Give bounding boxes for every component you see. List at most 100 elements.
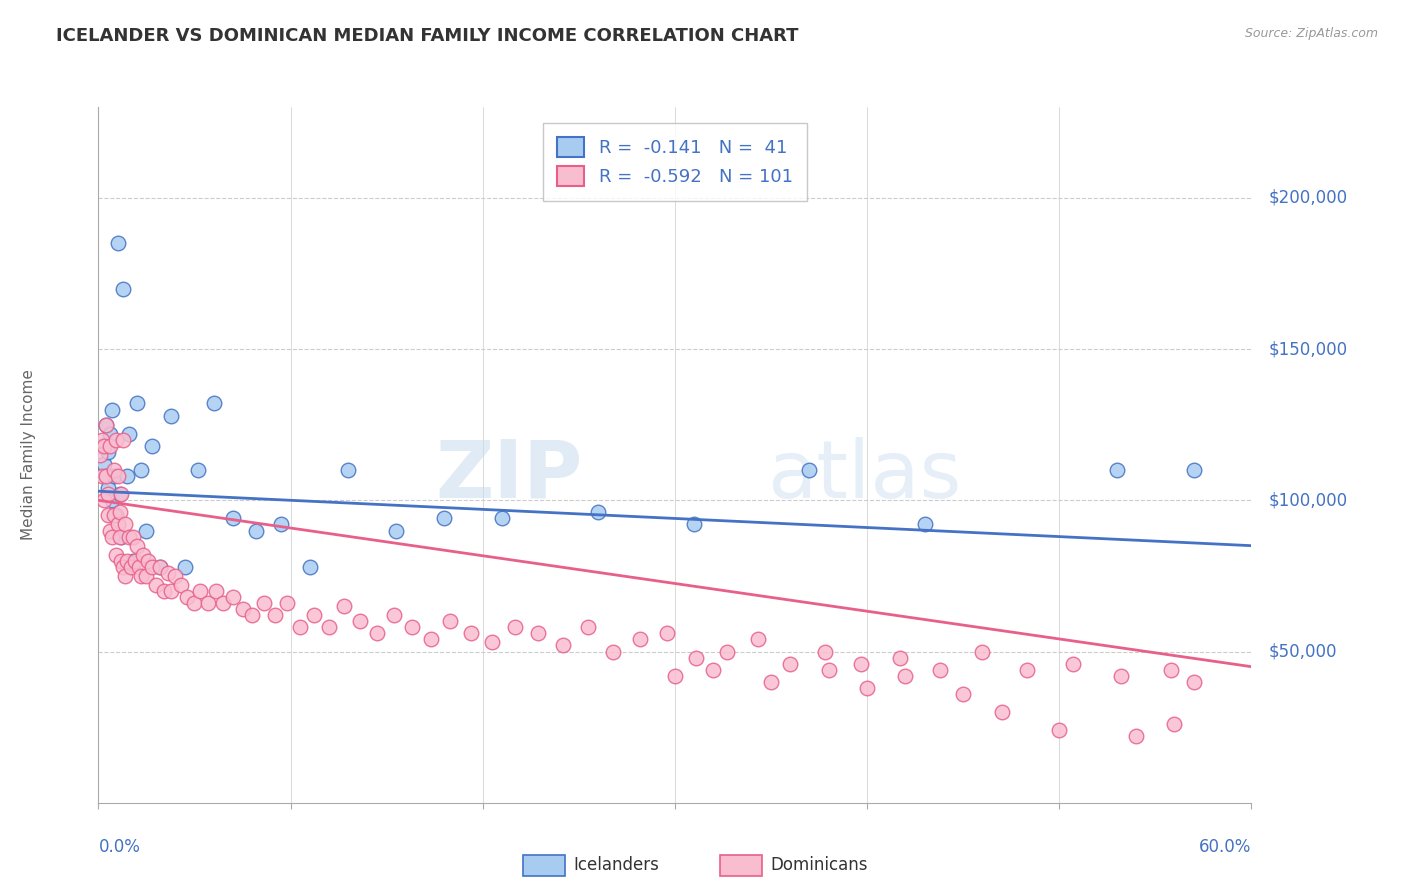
Point bbox=[117, 469, 138, 483]
Point bbox=[628, 632, 651, 647]
Point bbox=[276, 596, 298, 610]
Point bbox=[101, 493, 124, 508]
Point bbox=[104, 433, 127, 447]
Point bbox=[110, 554, 132, 568]
Point bbox=[240, 608, 263, 623]
Point bbox=[657, 626, 679, 640]
Point bbox=[527, 626, 550, 640]
Point bbox=[222, 511, 245, 525]
Point bbox=[160, 584, 183, 599]
Text: 0.0%: 0.0% bbox=[98, 838, 141, 856]
Point bbox=[97, 445, 120, 459]
Point bbox=[231, 602, 254, 616]
Point bbox=[97, 508, 120, 523]
Point bbox=[129, 463, 152, 477]
Point bbox=[664, 669, 686, 683]
Point bbox=[93, 493, 115, 508]
Point bbox=[98, 524, 121, 538]
Point bbox=[683, 517, 706, 532]
Point bbox=[1105, 463, 1128, 477]
Point bbox=[141, 439, 163, 453]
Point bbox=[222, 590, 245, 604]
Point bbox=[110, 487, 132, 501]
Point bbox=[1109, 669, 1132, 683]
Point bbox=[103, 469, 125, 483]
Point bbox=[204, 584, 226, 599]
Point bbox=[149, 559, 172, 574]
Point bbox=[889, 650, 911, 665]
Point bbox=[439, 615, 461, 629]
Point bbox=[929, 663, 952, 677]
Point bbox=[187, 463, 209, 477]
Point bbox=[894, 669, 917, 683]
Point bbox=[108, 487, 131, 501]
Point bbox=[174, 559, 197, 574]
Point bbox=[576, 620, 599, 634]
Point bbox=[93, 439, 115, 453]
Point bbox=[135, 569, 157, 583]
Point bbox=[128, 559, 150, 574]
Point bbox=[101, 530, 124, 544]
Point bbox=[419, 632, 441, 647]
Point bbox=[131, 548, 153, 562]
Point bbox=[460, 626, 482, 640]
Point bbox=[97, 487, 120, 501]
Point bbox=[120, 559, 142, 574]
Point bbox=[972, 644, 994, 658]
Point bbox=[107, 517, 129, 532]
Text: $50,000: $50,000 bbox=[1268, 642, 1337, 661]
Point bbox=[366, 626, 388, 640]
Point bbox=[91, 469, 114, 483]
Text: ICELANDER VS DOMINICAN MEDIAN FAMILY INCOME CORRELATION CHART: ICELANDER VS DOMINICAN MEDIAN FAMILY INC… bbox=[56, 27, 799, 45]
Point bbox=[188, 584, 211, 599]
Point bbox=[94, 469, 117, 483]
Point bbox=[149, 559, 172, 574]
Point bbox=[141, 559, 163, 574]
Point bbox=[318, 620, 340, 634]
Point bbox=[1125, 729, 1147, 743]
Point bbox=[89, 448, 111, 462]
Point bbox=[125, 396, 148, 410]
Text: Dominicans: Dominicans bbox=[770, 856, 868, 874]
Point bbox=[118, 426, 141, 441]
Text: atlas: atlas bbox=[768, 437, 962, 515]
Point bbox=[270, 517, 292, 532]
Point bbox=[685, 650, 707, 665]
Point bbox=[104, 548, 127, 562]
Point bbox=[290, 620, 312, 634]
Point bbox=[553, 639, 575, 653]
Point bbox=[93, 457, 115, 471]
Point bbox=[103, 508, 125, 523]
Point bbox=[91, 433, 114, 447]
Point bbox=[197, 596, 219, 610]
Text: ZIP: ZIP bbox=[436, 437, 582, 515]
Point bbox=[122, 530, 145, 544]
Point bbox=[122, 554, 145, 568]
Point bbox=[602, 644, 624, 658]
Point bbox=[799, 463, 821, 477]
Point bbox=[481, 635, 503, 649]
Point bbox=[97, 481, 120, 495]
Point bbox=[759, 674, 782, 689]
Point bbox=[349, 615, 371, 629]
Text: Source: ZipAtlas.com: Source: ZipAtlas.com bbox=[1244, 27, 1378, 40]
Point bbox=[118, 530, 141, 544]
Point bbox=[114, 517, 136, 532]
Legend: R =  -0.141   N =  41, R =  -0.592   N = 101: R = -0.141 N = 41, R = -0.592 N = 101 bbox=[543, 123, 807, 201]
Point bbox=[333, 599, 356, 614]
Point bbox=[747, 632, 769, 647]
Point bbox=[245, 524, 267, 538]
Point bbox=[98, 439, 121, 453]
Point bbox=[124, 554, 146, 568]
Point bbox=[98, 426, 121, 441]
Point bbox=[779, 657, 801, 671]
Point bbox=[138, 554, 160, 568]
Point bbox=[112, 559, 135, 574]
Point bbox=[1182, 463, 1205, 477]
Point bbox=[94, 417, 117, 432]
Point bbox=[1182, 674, 1205, 689]
Point bbox=[491, 511, 513, 525]
Point bbox=[110, 530, 132, 544]
Point bbox=[385, 524, 408, 538]
Point bbox=[170, 578, 193, 592]
